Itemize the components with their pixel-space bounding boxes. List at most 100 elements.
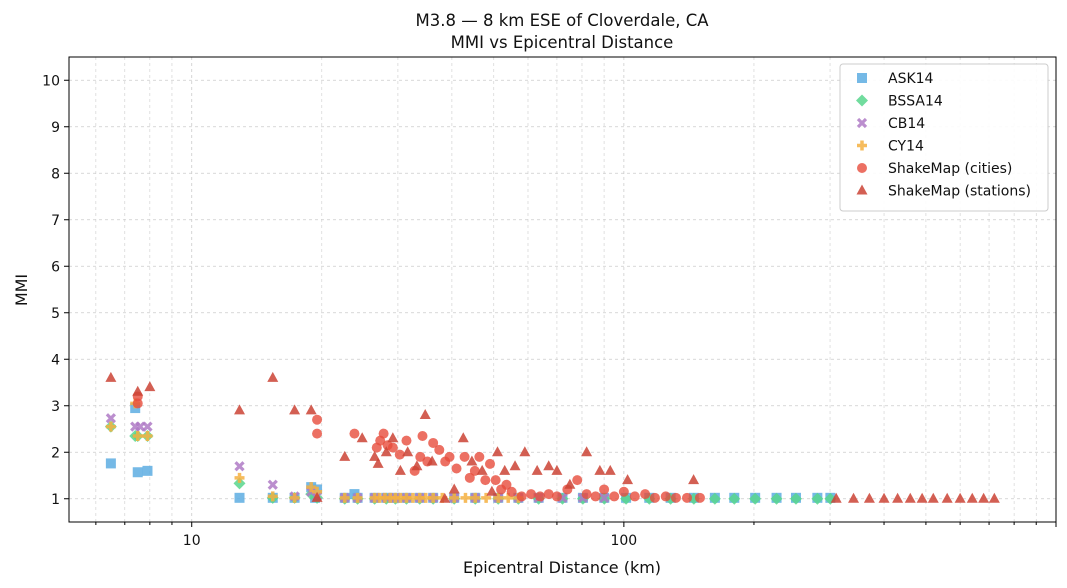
data-point: [535, 491, 546, 502]
data-point: [499, 464, 511, 475]
y-tick-label: 6: [51, 259, 60, 275]
data-point: [369, 450, 381, 461]
legend-label: ASK14: [888, 71, 934, 87]
data-point: [234, 461, 245, 472]
data-point: [460, 492, 471, 503]
data-point: [105, 421, 116, 432]
data-point: [941, 492, 953, 503]
data-point: [629, 491, 640, 502]
data-point: [144, 381, 156, 392]
data-point: [486, 485, 498, 496]
data-point: [378, 428, 389, 439]
data-point: [543, 489, 554, 500]
data-point: [978, 492, 990, 503]
data-point: [708, 492, 721, 505]
data-point: [531, 464, 543, 475]
data-point: [142, 430, 153, 441]
data-point: [356, 432, 368, 443]
series-5: [105, 371, 1000, 503]
data-point: [649, 492, 660, 503]
data-point: [312, 428, 323, 439]
data-point: [848, 492, 860, 503]
data-point: [132, 430, 143, 441]
data-point: [599, 484, 610, 495]
legend-label: ShakeMap (stations): [888, 184, 1031, 200]
data-point: [142, 465, 153, 476]
data-point: [289, 492, 300, 503]
data-point: [448, 483, 460, 494]
data-point: [411, 460, 423, 471]
data-point: [401, 435, 412, 446]
data-point: [457, 432, 469, 443]
plot-frame: [68, 56, 1057, 523]
data-point: [387, 432, 399, 443]
y-tick-label: 1: [51, 492, 60, 508]
data-point: [491, 446, 503, 457]
data-point: [749, 492, 762, 505]
data-point: [469, 465, 480, 476]
y-tick-label: 9: [51, 120, 60, 136]
data-point: [233, 477, 246, 490]
x-tick-label: 10: [183, 533, 201, 549]
data-point: [289, 404, 301, 415]
data-point: [484, 458, 495, 469]
data-point: [142, 421, 153, 432]
data-point: [594, 464, 606, 475]
series-0: [105, 403, 836, 503]
data-point: [493, 492, 504, 503]
data-point: [132, 398, 143, 409]
data-point: [419, 409, 431, 420]
data-point: [622, 474, 634, 485]
data-point: [581, 446, 593, 457]
data-point: [490, 475, 501, 486]
legend-marker: [857, 163, 867, 173]
data-point: [234, 404, 246, 415]
data-point: [830, 492, 842, 503]
data-point: [349, 428, 360, 439]
axes: 10 100 1 2 3 4 5 6 7 8 9 10: [42, 73, 1057, 549]
legend-label: BSSA14: [888, 94, 943, 110]
chart-subtitle: MMI vs Epicentral Distance: [451, 33, 674, 52]
chart-title: M3.8 — 8 km ESE of Cloverdale, CA: [415, 11, 709, 30]
y-tick-label: 10: [42, 73, 60, 89]
x-tick-label: 100: [610, 533, 637, 549]
data-point: [426, 455, 438, 466]
data-point: [609, 491, 620, 502]
data-point: [352, 492, 363, 503]
data-point: [394, 464, 406, 475]
data-point: [105, 371, 117, 382]
data-point: [988, 492, 1000, 503]
data-point: [459, 451, 470, 462]
data-point: [519, 446, 531, 457]
data-point: [916, 492, 928, 503]
data-point: [380, 446, 392, 457]
data-point: [516, 491, 527, 502]
data-point: [878, 492, 890, 503]
data-point: [267, 371, 279, 382]
series-4: [132, 391, 705, 503]
data-point: [543, 460, 555, 471]
data-point: [501, 479, 512, 490]
data-point: [372, 457, 384, 468]
data-point: [387, 442, 398, 453]
data-point: [927, 492, 939, 503]
data-point: [509, 460, 521, 471]
data-point: [105, 413, 117, 424]
y-tick-label: 7: [51, 213, 60, 229]
data-point: [551, 464, 563, 475]
series-3: [105, 398, 524, 503]
data-point: [476, 464, 488, 475]
legend-box: [839, 63, 1049, 212]
data-point: [682, 492, 693, 503]
data-point: [728, 492, 741, 505]
data-point: [770, 492, 783, 505]
data-point: [590, 491, 601, 502]
y-tick-label: 2: [51, 445, 60, 461]
legend-label: CY14: [888, 139, 924, 155]
y-tick-label: 3: [51, 399, 60, 415]
x-axis-label: Epicentral Distance (km): [463, 558, 661, 577]
data-point: [470, 492, 481, 503]
data-point: [339, 450, 351, 461]
y-tick-label: 4: [51, 352, 60, 368]
data-point: [339, 492, 350, 503]
